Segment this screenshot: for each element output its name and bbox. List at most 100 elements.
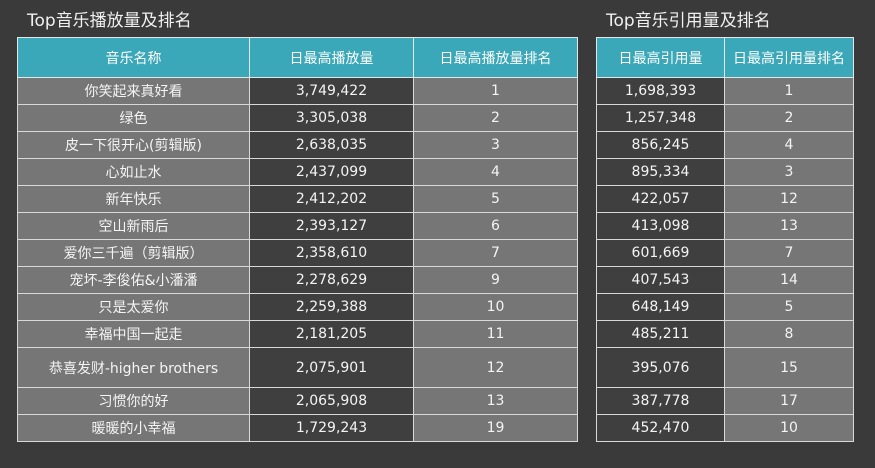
play-rank-cell: 2 [413,104,578,132]
max-play-cell: 3,305,038 [249,104,414,132]
cite-rank-cell: 10 [724,414,854,442]
max-cite-cell: 407,543 [596,266,725,294]
cite-rank-cell: 15 [724,347,854,388]
cite-table-title: Top音乐引用量及排名 [606,11,771,31]
play-rank-cell: 11 [413,320,578,348]
cite-table-row: 395,076 15 [596,347,854,388]
max-cite-cell: 856,245 [596,131,725,159]
music-name-cell: 幸福中国一起走 [17,320,250,348]
cite-rank-cell: 4 [724,131,854,159]
cite-table-row: 1,257,348 2 [596,104,854,132]
max-cite-cell: 387,778 [596,387,725,415]
play-table-row: 恭喜发财-higher brothers 2,075,901 12 [17,347,578,388]
max-play-cell: 2,412,202 [249,185,414,213]
header-max-cite: 日最高引用量 [596,37,725,78]
play-table-row: 皮一下很开心(剪辑版) 2,638,035 3 [17,131,578,159]
max-play-cell: 2,278,629 [249,266,414,294]
max-cite-cell: 895,334 [596,158,725,186]
cite-table-body: 1,698,393 1 1,257,348 2 856,245 4 895,334 3 422,… [596,77,854,442]
music-name-cell: 恭喜发财-higher brothers [17,347,250,388]
music-name-cell: 新年快乐 [17,185,250,213]
max-cite-cell: 452,470 [596,414,725,442]
cite-table-row: 648,149 5 [596,293,854,321]
max-play-cell: 2,437,099 [249,158,414,186]
play-rank-cell: 13 [413,387,578,415]
max-cite-cell: 395,076 [596,347,725,388]
header-max-play: 日最高播放量 [249,37,414,78]
play-rank-cell: 12 [413,347,578,388]
play-table-row: 你笑起来真好看 3,749,422 1 [17,77,578,105]
max-play-cell: 2,181,205 [249,320,414,348]
max-play-cell: 2,358,610 [249,239,414,267]
header-play-rank: 日最高播放量排名 [413,37,578,78]
play-rank-cell: 3 [413,131,578,159]
cite-table-row: 413,098 13 [596,212,854,240]
play-table-row: 空山新雨后 2,393,127 6 [17,212,578,240]
cite-rank-cell: 13 [724,212,854,240]
cite-rank-cell: 14 [724,266,854,294]
cite-table-row: 422,057 12 [596,185,854,213]
play-rank-cell: 6 [413,212,578,240]
music-name-cell: 皮一下很开心(剪辑版) [17,131,250,159]
max-play-cell: 2,638,035 [249,131,414,159]
music-name-cell: 宠坏-李俊佑&小潘潘 [17,266,250,294]
music-name-cell: 习惯你的好 [17,387,250,415]
max-play-cell: 1,729,243 [249,414,414,442]
cite-table-row: 387,778 17 [596,387,854,415]
cite-table-header-row: 日最高引用量 日最高引用量排名 [596,37,854,78]
max-cite-cell: 422,057 [596,185,725,213]
max-play-cell: 3,749,422 [249,77,414,105]
play-table-row: 爱你三千遍（剪辑版） 2,358,610 7 [17,239,578,267]
play-table-row: 宠坏-李俊佑&小潘潘 2,278,629 9 [17,266,578,294]
max-cite-cell: 1,698,393 [596,77,725,105]
cite-ranking-table: 日最高引用量 日最高引用量排名 1,698,393 1 1,257,348 2 856,… [596,37,854,442]
play-ranking-table: 音乐名称 日最高播放量 日最高播放量排名 你笑起来真好看 3,749,422 1 绿色… [17,37,578,442]
cite-rank-cell: 8 [724,320,854,348]
play-table-header-row: 音乐名称 日最高播放量 日最高播放量排名 [17,37,578,78]
play-rank-cell: 1 [413,77,578,105]
music-name-cell: 绿色 [17,104,250,132]
play-rank-cell: 7 [413,239,578,267]
cite-table-row: 601,669 7 [596,239,854,267]
header-cite-rank: 日最高引用量排名 [724,37,854,78]
play-table-title: Top音乐播放量及排名 [27,11,192,31]
music-name-cell: 空山新雨后 [17,212,250,240]
play-table-row: 心如止水 2,437,099 4 [17,158,578,186]
max-cite-cell: 601,669 [596,239,725,267]
play-rank-cell: 9 [413,266,578,294]
play-table-row: 幸福中国一起走 2,181,205 11 [17,320,578,348]
music-name-cell: 暖暖的小幸福 [17,414,250,442]
play-table-row: 新年快乐 2,412,202 5 [17,185,578,213]
cite-rank-cell: 5 [724,293,854,321]
cite-table-row: 452,470 10 [596,414,854,442]
cite-table-row: 485,211 8 [596,320,854,348]
cite-table-row: 856,245 4 [596,131,854,159]
play-table-body: 你笑起来真好看 3,749,422 1 绿色 3,305,038 2 皮一下很开心(剪辑版)… [17,77,578,442]
play-rank-cell: 4 [413,158,578,186]
music-name-cell: 你笑起来真好看 [17,77,250,105]
play-rank-cell: 5 [413,185,578,213]
cite-table-row: 895,334 3 [596,158,854,186]
music-name-cell: 只是太爱你 [17,293,250,321]
cite-rank-cell: 17 [724,387,854,415]
play-table-row: 习惯你的好 2,065,908 13 [17,387,578,415]
play-table-row: 绿色 3,305,038 2 [17,104,578,132]
max-play-cell: 2,075,901 [249,347,414,388]
play-table-row: 暖暖的小幸福 1,729,243 19 [17,414,578,442]
max-cite-cell: 1,257,348 [596,104,725,132]
cite-rank-cell: 12 [724,185,854,213]
play-table-row: 只是太爱你 2,259,388 10 [17,293,578,321]
header-music-name: 音乐名称 [17,37,250,78]
cite-rank-cell: 7 [724,239,854,267]
max-cite-cell: 648,149 [596,293,725,321]
max-cite-cell: 485,211 [596,320,725,348]
cite-table-row: 407,543 14 [596,266,854,294]
max-cite-cell: 413,098 [596,212,725,240]
music-name-cell: 爱你三千遍（剪辑版） [17,239,250,267]
cite-rank-cell: 3 [724,158,854,186]
max-play-cell: 2,065,908 [249,387,414,415]
cite-rank-cell: 2 [724,104,854,132]
max-play-cell: 2,259,388 [249,293,414,321]
cite-rank-cell: 1 [724,77,854,105]
max-play-cell: 2,393,127 [249,212,414,240]
